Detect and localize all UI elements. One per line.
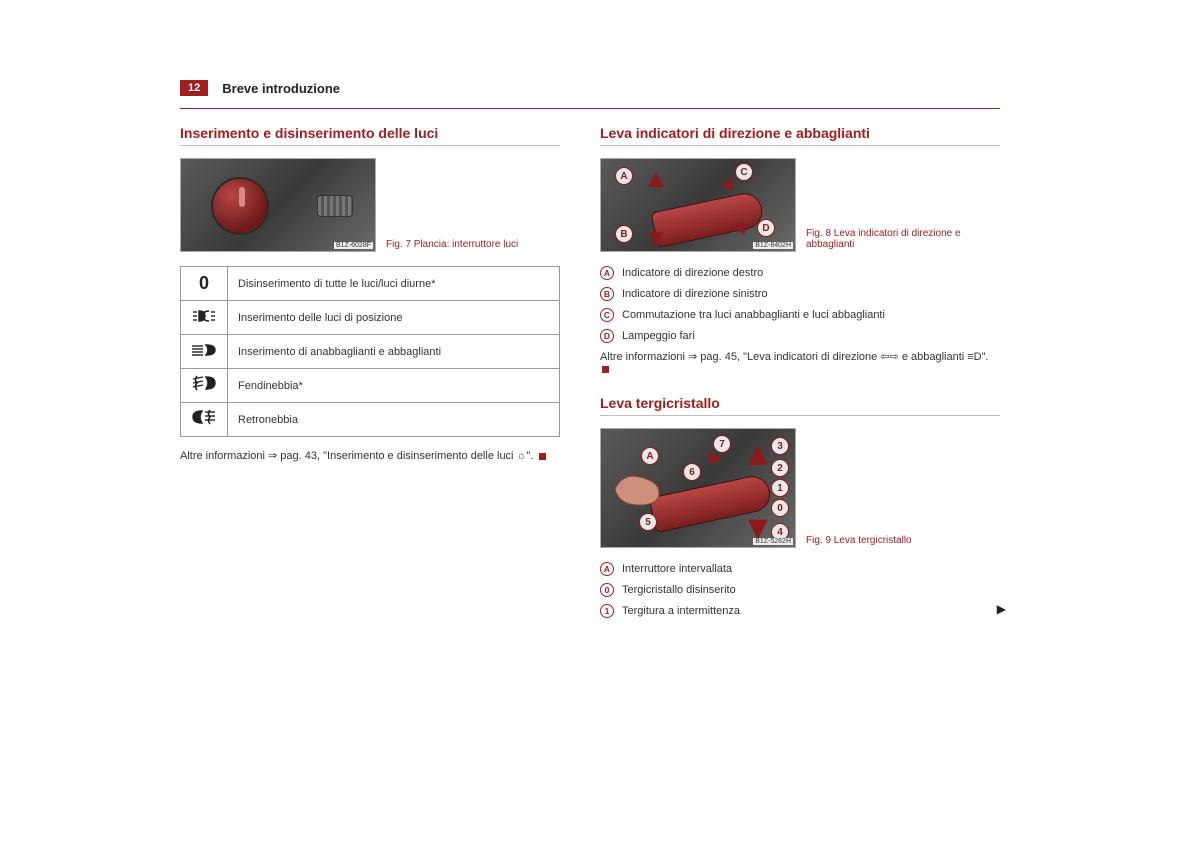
figure-8-caption: Fig. 8 Leva indicatori di direzione e ab… [806,228,976,252]
figure-9-tag: B1Z-5282H [753,538,793,545]
badge-b: B [600,287,614,301]
figure-9-caption: Fig. 9 Leva tergicristallo [806,535,912,548]
legend-item: 1 Tergitura a intermittenza [600,604,1000,618]
page-header: 12 Breve introduzione [180,80,1100,96]
indicator-legend: A Indicatore di direzione destro B Indic… [600,266,1000,343]
legend-item: B Indicatore di direzione sinistro [600,287,1000,301]
fig-label-5: 5 [639,513,657,531]
wiper-legend: A Interruttore intervallata 0 Tergicrist… [600,562,1000,618]
light-switch-table: 0 Disinserimento di tutte le luci/luci d… [180,266,560,437]
section-title-wiper: Leva tergicristallo [600,395,1000,416]
chapter-title: Breve introduzione [222,81,340,96]
table-text: Inserimento delle luci di posizione [228,301,560,335]
legend-text: Indicatore di direzione destro [622,267,763,279]
badge-0: 0 [600,583,614,597]
dimmer-thumbwheel-icon [317,195,353,217]
figure-7-image: B1Z-6028F [180,158,376,252]
table-text: Fendinebbia* [228,369,560,403]
table-row: Inserimento delle luci di posizione [181,301,560,335]
fig-label-2: 2 [771,459,789,477]
light-switch-knob-icon [211,177,269,235]
badge-d: D [600,329,614,343]
table-text: Disinserimento di tutte le luci/luci diu… [228,267,560,301]
badge-a: A [600,266,614,280]
legend-text: Indicatore di direzione sinistro [622,288,768,300]
fig-label-0: 0 [771,499,789,517]
fig-label-d: D [757,219,775,237]
end-marker-icon [539,453,546,460]
info-text: Altre informazioni ⇒ pag. 43, "Inserimen… [180,450,534,462]
legend-item: 0 Tergicristallo disinserito [600,583,1000,597]
figure-8-image: ▲ ▼ ▲ ▲ A B C D B1Z-8402H [600,158,796,252]
legend-item: A Indicatore di direzione destro [600,266,1000,280]
arrow-up-icon: ▲ [643,163,669,194]
legend-text: Tergicristallo disinserito [622,584,736,596]
figure-7-caption: Fig. 7 Plancia: interruttore luci [386,239,518,252]
table-text: Retronebbia [228,403,560,437]
figure-9-row: ▲ ▼ ▲ 3 2 1 0 4 A 5 6 7 B1Z-5282H Fig. 9 [600,428,1000,548]
section-title-indicators: Leva indicatori di direzione e abbaglian… [600,125,1000,146]
right1-info-line: Altre informazioni ⇒ pag. 45, "Leva indi… [600,350,1000,375]
lights-off-icon: 0 [181,267,228,301]
table-row: 0 Disinserimento di tutte le luci/luci d… [181,267,560,301]
badge-c: C [600,308,614,322]
figure-7-row: B1Z-6028F Fig. 7 Plancia: interruttore l… [180,158,560,252]
figure-7-tag: B1Z-6028F [334,242,373,249]
legend-item: D Lampeggio fari [600,329,1000,343]
header-divider [180,108,1000,109]
page-number-badge: 12 [180,80,208,96]
arrow-up-icon: ▲ [741,435,775,474]
fig-label-b: B [615,225,633,243]
badge-a: A [600,562,614,576]
content-columns: Inserimento e disinserimento delle luci … [180,125,1100,625]
position-lights-icon [181,301,228,335]
section-title-lights: Inserimento e disinserimento delle luci [180,125,560,146]
legend-text: Tergitura a intermittenza [622,605,740,617]
fig-label-a: A [641,447,659,465]
front-fog-icon [181,369,228,403]
info-text: Altre informazioni ⇒ pag. 45, "Leva indi… [600,351,989,363]
table-text: Inserimento di anabbaglianti e abbaglian… [228,335,560,369]
hand-icon [609,463,665,509]
table-row: Inserimento di anabbaglianti e abbaglian… [181,335,560,369]
left-column: Inserimento e disinserimento delle luci … [180,125,560,625]
fig-label-a: A [615,167,633,185]
continue-arrow-icon: ▶ [997,602,1006,616]
legend-text: Lampeggio fari [622,330,695,342]
table-row: Fendinebbia* [181,369,560,403]
fig-label-7: 7 [713,435,731,453]
legend-item: A Interruttore intervallata [600,562,1000,576]
figure-8-tag: B1Z-8402H [753,242,793,249]
badge-1: 1 [600,604,614,618]
arrow-down-icon: ▼ [643,223,669,252]
figure-8-row: ▲ ▼ ▲ ▲ A B C D B1Z-8402H Fig. 8 Leva in… [600,158,1000,252]
low-high-beam-icon [181,335,228,369]
table-row: Retronebbia [181,403,560,437]
fig-label-6: 6 [683,463,701,481]
right-column: Leva indicatori di direzione e abbaglian… [600,125,1000,625]
figure-9-image: ▲ ▼ ▲ 3 2 1 0 4 A 5 6 7 B1Z-5282H [600,428,796,548]
fig-label-3: 3 [771,437,789,455]
legend-text: Commutazione tra luci anabbaglianti e lu… [622,309,885,321]
fig-label-c: C [735,163,753,181]
left-info-line: Altre informazioni ⇒ pag. 43, "Inserimen… [180,449,560,462]
legend-item: C Commutazione tra luci anabbaglianti e … [600,308,1000,322]
rear-fog-icon [181,403,228,437]
fig-label-1: 1 [771,479,789,497]
manual-page: 12 Breve introduzione Inserimento e disi… [0,0,1200,665]
end-marker-icon [602,366,609,373]
legend-text: Interruttore intervallata [622,563,732,575]
